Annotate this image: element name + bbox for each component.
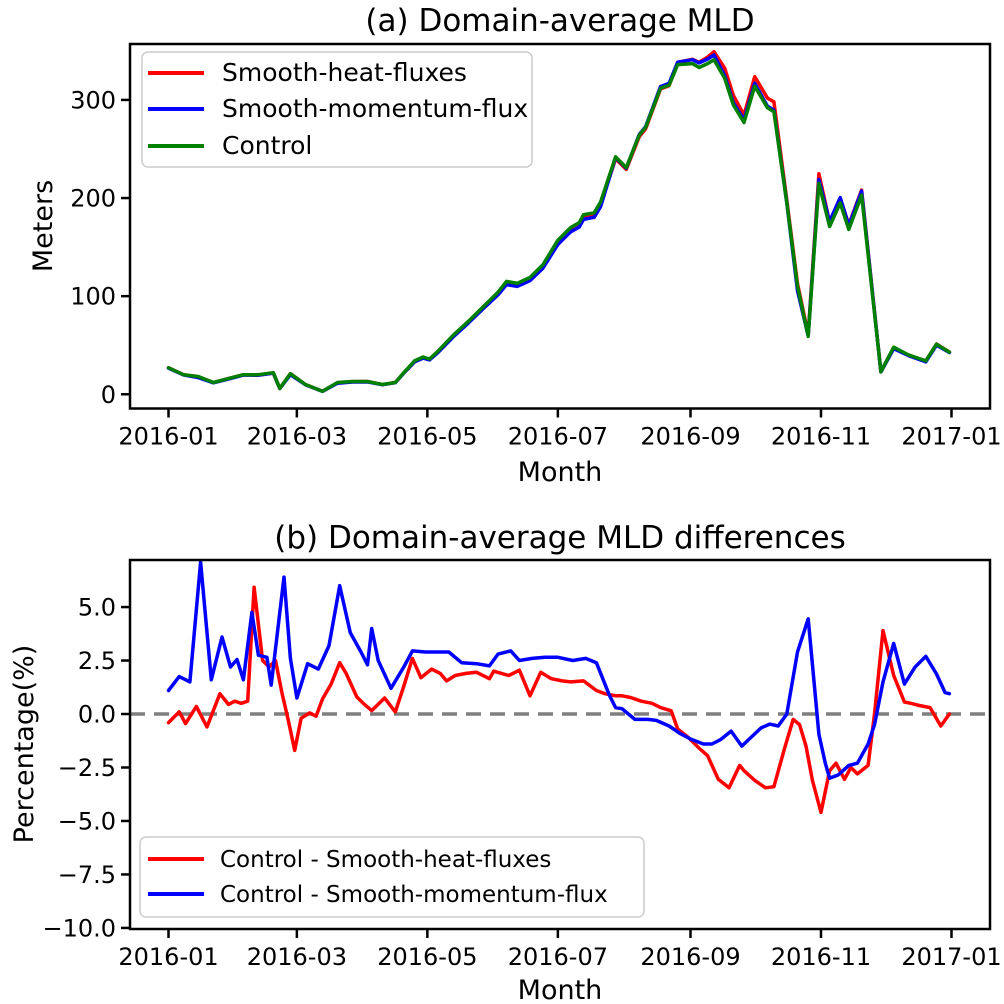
series-line-control-smooth-heat-fluxes — [166, 585, 952, 815]
x-tick-label: 2016-05 — [377, 423, 477, 451]
y-tick-label: 100 — [70, 283, 116, 311]
y-tick-label: 5.0 — [78, 594, 116, 622]
x-tick-label: 2016-09 — [640, 423, 740, 451]
x-tick-label: 2016-11 — [771, 943, 871, 971]
series-line-control-smooth-momentum-flux — [166, 560, 952, 780]
x-tick-label: 2016-05 — [377, 943, 477, 971]
series-line-control — [166, 57, 952, 394]
chart-a: (a) Domain-average MLD Meters Month 2016… — [28, 3, 1002, 488]
y-axis-ticks: 0 100 200 300 — [70, 86, 130, 409]
plot-border — [128, 42, 992, 410]
chart-b-title: (b) Domain-average MLD differences — [274, 520, 845, 556]
x-tick-label: 2017-01 — [901, 423, 1001, 451]
x-tick-label: 2016-09 — [640, 943, 740, 971]
chart-a-plot-area: 2016-01 2016-03 2016-05 2016-07 2016-09 2016-… — [70, 42, 1002, 451]
y-tick-label: 0.0 — [78, 701, 116, 729]
chart-b-y-axis-label: Percentage(%) — [9, 645, 40, 844]
x-tick-label: 2016-11 — [771, 423, 871, 451]
legend-label: Smooth-momentum-flux — [222, 94, 528, 123]
y-tick-label: 2.5 — [78, 647, 116, 675]
legend-label: Smooth-heat-fluxes — [222, 58, 467, 87]
chart-a-title: (a) Domain-average MLD — [365, 3, 754, 39]
y-tick-label: 300 — [70, 86, 116, 114]
x-tick-label: 2017-01 — [901, 943, 1001, 971]
legend: Control - Smooth-heat-fluxes Control - Sm… — [139, 836, 645, 918]
legend-label: Control - Smooth-momentum-flux — [220, 882, 608, 908]
chart-b: (b) Domain-average MLD differences Perce… — [9, 520, 1002, 1004]
legend-label: Control - Smooth-heat-fluxes — [220, 847, 551, 873]
plot-border — [128, 558, 992, 931]
y-tick-label: −2.5 — [58, 754, 116, 782]
y-tick-label: 200 — [70, 185, 116, 213]
y-tick-label: 0 — [101, 381, 116, 409]
x-tick-label: 2016-03 — [247, 423, 347, 451]
chart-b-plot-area: 2016-01 2016-03 2016-05 2016-07 2016-09 2016-… — [42, 558, 1002, 971]
x-tick-label: 2016-01 — [118, 423, 218, 451]
legend-label: Control — [222, 131, 312, 160]
x-axis-ticks: 2016-01 2016-03 2016-05 2016-07 2016-09 2016-… — [118, 929, 1002, 971]
x-tick-label: 2016-07 — [508, 423, 608, 451]
x-tick-label: 2016-03 — [247, 943, 347, 971]
legend-box — [139, 836, 645, 918]
chart-b-x-axis-label: Month — [518, 975, 603, 1004]
legend-box — [141, 51, 533, 168]
y-tick-label: −7.5 — [58, 861, 116, 889]
y-tick-label: −5.0 — [58, 807, 116, 835]
chart-a-x-axis-label: Month — [518, 457, 603, 488]
legend: Smooth-heat-fluxes Smooth-momentum-flux Co… — [141, 51, 533, 168]
chart-a-y-axis-label: Meters — [28, 180, 59, 272]
y-tick-label: −10.0 — [42, 914, 116, 942]
x-tick-label: 2016-07 — [508, 943, 608, 971]
x-axis-ticks: 2016-01 2016-03 2016-05 2016-07 2016-09 2016-… — [118, 408, 1002, 451]
x-tick-label: 2016-01 — [118, 943, 218, 971]
y-axis-ticks: 5.0 2.5 0.0 −2.5 −5.0 −7.5 −10.0 — [42, 594, 130, 942]
